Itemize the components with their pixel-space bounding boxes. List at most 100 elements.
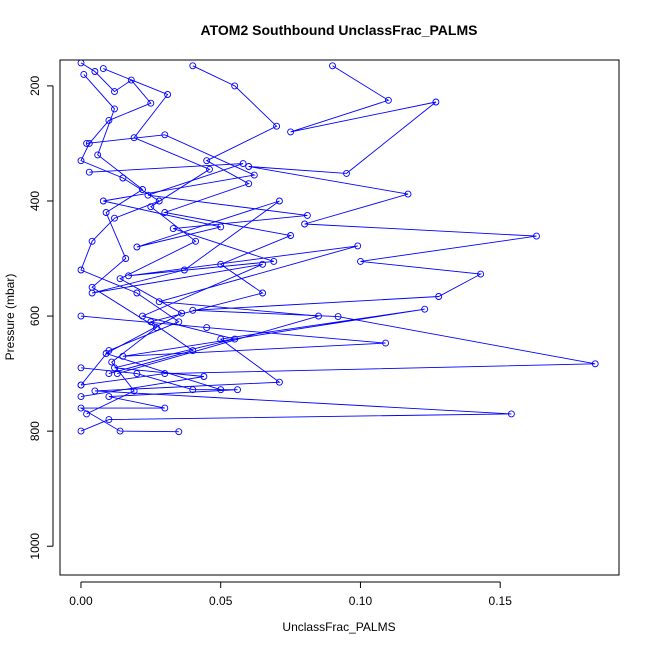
data-point xyxy=(329,62,336,70)
data-point xyxy=(144,191,152,199)
plot-frame xyxy=(59,59,620,576)
data-point xyxy=(507,410,515,418)
data-point xyxy=(122,255,130,262)
data-point xyxy=(155,197,163,205)
data-point xyxy=(234,386,241,394)
series-7 xyxy=(80,70,160,418)
data-point xyxy=(343,169,350,177)
data-point xyxy=(287,128,295,136)
data-point xyxy=(111,214,118,222)
series-line xyxy=(79,367,238,433)
data-point xyxy=(85,168,93,176)
data-point xyxy=(334,313,342,321)
series-line xyxy=(80,62,180,386)
data-point xyxy=(133,243,141,251)
data-point xyxy=(88,283,96,291)
series-9 xyxy=(85,160,362,378)
data-point xyxy=(77,157,85,165)
data-point xyxy=(287,232,295,239)
data-point xyxy=(108,358,116,366)
data-point xyxy=(203,157,211,165)
data-point xyxy=(83,410,91,418)
x-tick-label: 0.05 xyxy=(209,594,233,608)
data-point xyxy=(77,381,85,389)
data-point xyxy=(105,416,113,424)
y-tick-label: 1000 xyxy=(28,533,42,560)
data-point xyxy=(178,309,186,317)
series-line xyxy=(108,65,293,375)
data-point xyxy=(231,82,239,90)
data-point xyxy=(239,160,247,168)
data-point xyxy=(88,237,96,245)
data-point xyxy=(273,122,281,130)
data-point xyxy=(354,242,362,250)
series-line xyxy=(80,65,596,386)
data-point xyxy=(206,165,213,173)
data-point xyxy=(130,134,138,142)
data-point xyxy=(192,237,200,245)
data-point xyxy=(533,232,540,240)
data-point xyxy=(382,339,390,347)
data-point xyxy=(164,91,172,98)
y-axis-label: Pressure (mbar) xyxy=(3,274,17,361)
data-point xyxy=(85,139,93,147)
data-point xyxy=(357,257,364,265)
data-point xyxy=(259,289,267,297)
data-point xyxy=(119,174,127,182)
data-point xyxy=(116,427,124,435)
series-5 xyxy=(77,364,241,436)
data-point xyxy=(203,324,211,332)
data-point xyxy=(105,393,113,401)
data-point xyxy=(77,266,85,274)
data-point xyxy=(139,186,146,193)
data-point xyxy=(421,305,429,313)
data-point xyxy=(250,171,258,179)
data-point xyxy=(147,99,155,107)
x-tick-label: 0.10 xyxy=(349,594,373,608)
data-point xyxy=(77,393,85,401)
data-point xyxy=(270,257,278,265)
data-point xyxy=(435,293,443,300)
data-point xyxy=(384,96,392,104)
y-tick-label: 400 xyxy=(28,191,42,211)
data-point xyxy=(275,378,283,386)
y-tick-label: 200 xyxy=(28,76,42,96)
data-point xyxy=(111,88,118,96)
data-point xyxy=(113,370,121,378)
data-point xyxy=(200,373,208,380)
data-point xyxy=(315,312,322,320)
series-3 xyxy=(77,62,599,389)
chart-title: ATOM2 Southbound UnclassFrac_PALMS xyxy=(201,22,478,38)
data-point xyxy=(245,163,253,170)
data-point xyxy=(94,151,102,159)
y-tick-label: 800 xyxy=(28,421,42,441)
data-point xyxy=(189,386,197,394)
data-point xyxy=(133,289,141,297)
data-point xyxy=(217,386,225,394)
data-point xyxy=(99,65,107,73)
data-point xyxy=(189,306,197,314)
data-point xyxy=(477,270,485,278)
data-point xyxy=(127,76,135,84)
series-8 xyxy=(99,65,225,394)
series-line xyxy=(103,68,221,391)
series-4 xyxy=(77,305,515,435)
data-point xyxy=(80,70,88,78)
series-line xyxy=(89,163,358,375)
data-point xyxy=(189,347,197,355)
series-layer xyxy=(77,60,599,436)
series-1 xyxy=(77,60,183,389)
data-point xyxy=(111,364,118,372)
data-point xyxy=(161,404,169,412)
data-point xyxy=(130,387,138,395)
data-point xyxy=(175,428,183,436)
data-point xyxy=(169,225,177,233)
data-point xyxy=(133,370,141,378)
data-point xyxy=(189,62,197,70)
data-point xyxy=(102,209,110,216)
data-point xyxy=(161,370,169,378)
data-point xyxy=(259,260,267,268)
data-point xyxy=(102,350,110,357)
series-2 xyxy=(105,62,295,378)
